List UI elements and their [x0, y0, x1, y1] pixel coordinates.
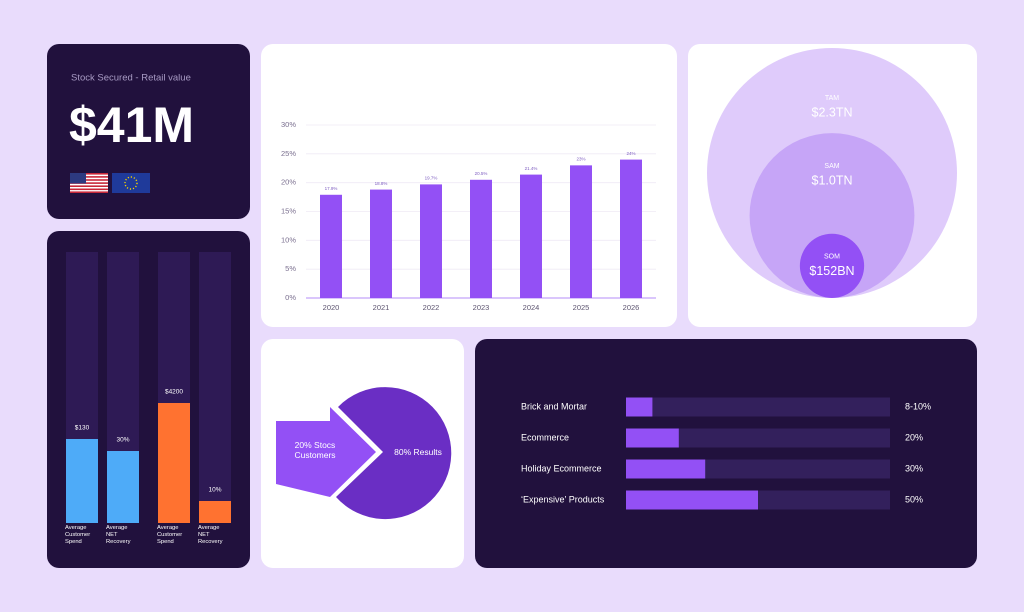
x-tick-label: 2025 [573, 303, 590, 312]
market-label: TAM [825, 95, 839, 102]
market-circle [799, 233, 865, 298]
value-label: 19.7% [425, 176, 438, 181]
stat-value: $41M [69, 97, 194, 153]
bar [320, 194, 342, 298]
input-arrow [276, 407, 376, 497]
pareto-input-box: 20% Stocs Customers [294, 440, 336, 461]
eu-flag [112, 173, 150, 193]
x-tick-label: 2022 [423, 303, 440, 312]
kpi-caption-box: Average Customer Spend [65, 525, 91, 546]
x-tick-label: 2021 [373, 303, 390, 312]
x-tick-label: 2023 [473, 303, 490, 312]
stat-label: Stock Secured - Retail value [71, 73, 191, 84]
market-circle [749, 133, 915, 298]
category-label: Ecommerce [521, 432, 569, 442]
category-label: Brick and Mortar [521, 401, 587, 411]
kpi-bar [66, 439, 98, 523]
value-label: 30% [905, 463, 923, 473]
output-pie [336, 387, 452, 520]
market-value: $152BN [809, 264, 854, 278]
bar [470, 179, 492, 298]
kpi-label: $4200 [165, 389, 183, 396]
y-tick-label: 15% [281, 206, 296, 215]
bar-track [626, 428, 890, 448]
kpi-track [199, 252, 231, 523]
value-label: 21.4% [525, 166, 538, 171]
kpi-bar [199, 501, 231, 523]
bar [626, 428, 679, 448]
value-label: 24% [626, 151, 635, 156]
bar [520, 174, 542, 298]
kpi-bar [107, 451, 139, 523]
y-tick-label: 0% [285, 293, 296, 302]
kpi-caption: Average NET Recovery [198, 525, 223, 546]
x-tick-label: 2020 [323, 303, 340, 312]
category-label: Holiday Ecommerce [521, 463, 602, 473]
market-value: $2.3TN [812, 105, 853, 119]
value-label: 17.9% [325, 186, 338, 191]
y-tick-label: 30% [281, 120, 296, 129]
bar [620, 159, 642, 298]
value-label: 50% [905, 494, 923, 504]
pareto-input: 20% Stocs Customers [294, 440, 336, 461]
y-tick-label: 25% [281, 149, 296, 158]
value-label: 18.8% [375, 181, 388, 186]
kpi-caption: Average Customer Spend [157, 525, 183, 546]
y-tick-label: 5% [285, 264, 296, 273]
x-tick-label: 2026 [623, 303, 640, 312]
kpi-caption-box: Average Customer Spend [157, 525, 183, 546]
market-value: $1.0TN [812, 173, 853, 187]
y-tick-label: 10% [281, 235, 296, 244]
value-label: 23% [576, 157, 585, 162]
value-label: 20% [905, 432, 923, 442]
pareto-output: 80% Results [394, 447, 442, 457]
y-tick-label: 20% [281, 178, 296, 187]
value-label: 20.5% [475, 171, 488, 176]
us-flag [70, 173, 108, 193]
x-tick-label: 2024 [523, 303, 540, 312]
kpi-label: 10% [208, 487, 221, 494]
category-label: ‘Expensive’ Products [521, 494, 605, 504]
kpi-label: $130 [75, 425, 90, 432]
bar [370, 189, 392, 298]
market-label: SOM [824, 254, 840, 261]
kpi-caption: Average Customer Spend [65, 525, 91, 546]
bar [570, 165, 592, 298]
bar [420, 184, 442, 298]
kpi-caption-box: Average NET Recovery [106, 525, 131, 546]
pareto-output-box: 80% Results [394, 447, 442, 457]
bar [626, 397, 653, 417]
bar-track [626, 397, 890, 417]
kpi-label: 30% [116, 437, 129, 444]
bar [626, 459, 706, 479]
kpi-caption-box: Average NET Recovery [198, 525, 223, 546]
kpi-caption: Average NET Recovery [106, 525, 131, 546]
bar [626, 490, 758, 510]
market-label: SAM [824, 163, 839, 170]
value-label: 8-10% [905, 401, 931, 411]
kpi-bar [158, 403, 190, 523]
channel-card [475, 339, 977, 568]
